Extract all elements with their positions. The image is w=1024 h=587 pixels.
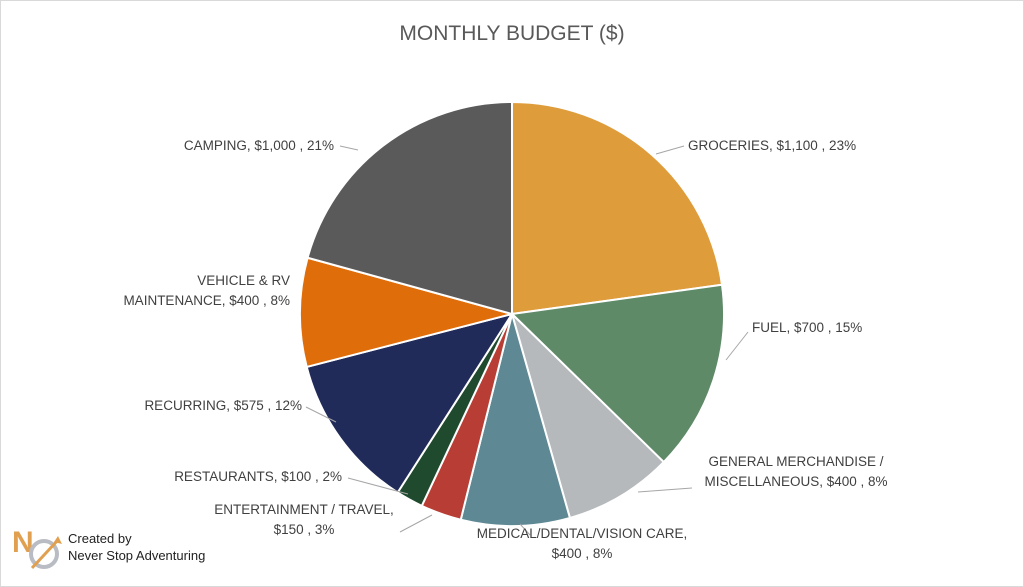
data-label: CAMPING, $1,000 , 21% [184, 138, 334, 153]
data-label: VEHICLE & RV MAINTENANCE, $400 , 8% [123, 273, 290, 308]
credit-line-2: Never Stop Adventuring [68, 548, 206, 563]
chart-title: MONTHLY BUDGET ($) [399, 22, 624, 45]
pie-slice-general-merchandise-miscellaneous [510, 310, 666, 520]
data-label: FUEL, $700 , 15% [752, 320, 862, 335]
data-label: RECURRING, $575 , 12% [144, 398, 302, 413]
leader-line [655, 145, 685, 155]
credit-text: Created by Never Stop Adventuring [68, 530, 205, 564]
leader-line [519, 523, 531, 536]
data-label: RESTAURANTS, $100 , 2% [174, 469, 342, 484]
pie-slice-camping [306, 100, 513, 316]
leader-line [637, 487, 693, 493]
leader-line [339, 145, 359, 151]
pie-slice-vehicle-rv-maintenance [299, 256, 516, 369]
credit-line-1: Created by [68, 531, 132, 546]
data-label: GENERAL MERCHANDISE / MISCELLANEOUS, $400… [704, 454, 887, 489]
pie-slice-recurring [305, 312, 515, 494]
pie-slice-groceries [511, 100, 724, 316]
leader-line [725, 331, 749, 361]
leader-line [347, 477, 409, 495]
data-label: GROCERIES, $1,100 , 23% [688, 138, 856, 153]
pie-slice-medical-dental-vision-care [459, 310, 572, 527]
leader-line [399, 514, 433, 533]
data-label: ENTERTAINMENT / TRAVEL, $150 , 3% [214, 502, 394, 537]
leader-line [305, 406, 337, 423]
data-label: MEDICAL/DENTAL/VISION CARE, $400 , 8% [477, 526, 688, 561]
svg-text:N: N [12, 526, 34, 559]
pie-slice-fuel [509, 283, 725, 464]
